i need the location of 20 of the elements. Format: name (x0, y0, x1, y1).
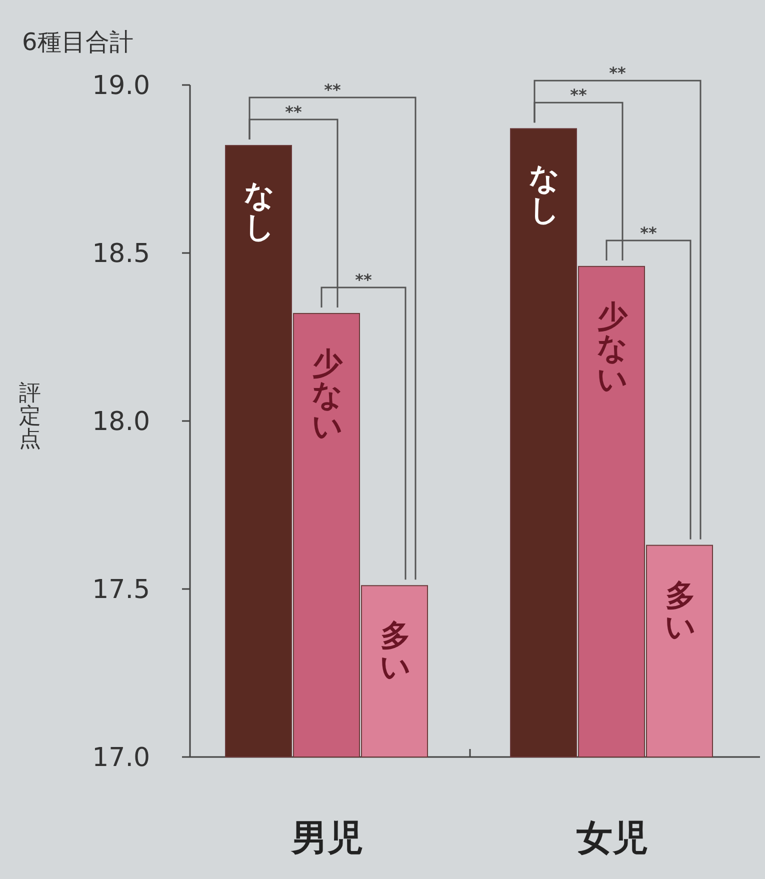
series-label: 多い (380, 618, 411, 686)
y-tick-label: 19.0 (92, 71, 150, 101)
y-tick-label: 17.0 (92, 743, 150, 773)
x-tick-label: 女児 (576, 818, 648, 859)
annotation: ** (355, 270, 372, 290)
y-tick-label: 17.5 (92, 575, 150, 605)
y-axis-title: 評定点 (19, 381, 41, 452)
y-tick-label: 18.5 (92, 239, 150, 269)
chart-title: 6種目合計 (22, 28, 134, 56)
series-label: なし (244, 178, 275, 245)
annotation: ** (285, 102, 302, 122)
text: なし (529, 162, 560, 228)
annotation: ** (324, 80, 342, 100)
series-label: 少ない (312, 346, 344, 444)
x-tick-label: 男児 (290, 818, 364, 859)
y-tick-label: 18.0 (92, 407, 150, 437)
annotation: ** (640, 223, 658, 242)
text: 少ない (597, 299, 628, 398)
text: 多い (665, 578, 696, 645)
annotation: ** (570, 86, 588, 105)
